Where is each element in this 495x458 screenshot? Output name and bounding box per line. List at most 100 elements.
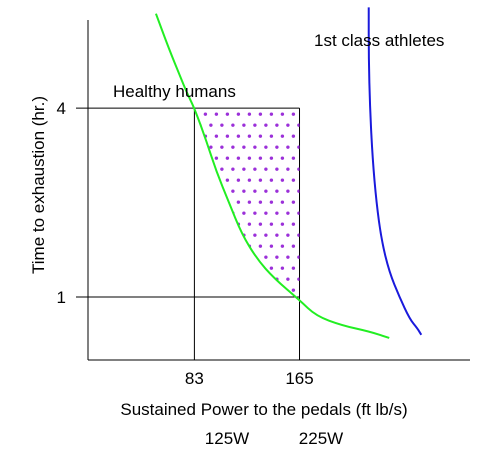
shading-dot: [280, 244, 285, 248]
shading-dot: [280, 112, 285, 116]
shading-dot: [203, 288, 208, 292]
shading-dot: [220, 145, 224, 149]
shading-dot: [253, 233, 257, 237]
series-line-0: [155, 13, 390, 339]
shading-dot: [209, 189, 213, 193]
shading-dot: [225, 156, 230, 160]
shading-dot: [280, 134, 285, 138]
shading-dot: [297, 123, 300, 127]
shading-dot: [220, 233, 224, 237]
axes: [87, 20, 470, 361]
shading-dot: [286, 233, 290, 237]
shading-dot: [242, 189, 246, 193]
shading-dot: [236, 266, 241, 270]
shading-dot: [198, 277, 202, 281]
shading-dot: [291, 244, 296, 248]
tick-labels: 83 165 1 4: [57, 99, 314, 388]
shading-dot: [264, 167, 268, 171]
shading-dot: [291, 134, 296, 138]
secondary-x-label-125w: 125W: [205, 429, 249, 448]
shading-dot: [247, 266, 252, 270]
shading-dot: [225, 222, 230, 226]
shading-dot: [247, 134, 252, 138]
shading-dot: [231, 167, 235, 171]
shading-dot: [286, 211, 290, 215]
shading-dot: [269, 156, 274, 160]
shading-dot: [291, 178, 296, 182]
shading-dot: [280, 288, 285, 292]
shading-dot: [203, 112, 208, 116]
shading-dot: [269, 244, 274, 248]
shading-dot: [231, 277, 235, 281]
shading-dot: [247, 156, 252, 160]
shading-dot: [286, 277, 290, 281]
shading-dot: [280, 200, 285, 204]
shading-dot: [297, 277, 300, 281]
shading-dot: [275, 123, 279, 127]
shading-dot: [269, 288, 274, 292]
shading-dot: [209, 277, 213, 281]
shading-dot: [291, 112, 296, 116]
shaded-region: [194, 112, 300, 292]
shading-dot: [220, 277, 224, 281]
shading-dot: [214, 222, 219, 226]
shading-dot: [198, 189, 202, 193]
shading-dot: [242, 167, 246, 171]
shading-dot: [220, 123, 224, 127]
shading-dot: [258, 134, 263, 138]
shading-dot: [258, 266, 263, 270]
shading-dot: [291, 222, 296, 226]
shading-dot: [220, 211, 224, 215]
shading-dot: [269, 112, 274, 116]
shading-dot: [214, 200, 219, 204]
shading-dot: [209, 145, 213, 149]
shading-dot: [214, 288, 219, 292]
shading-dot: [253, 189, 257, 193]
shading-dot: [242, 123, 246, 127]
shading-dot: [253, 277, 257, 281]
shading-dot: [242, 211, 246, 215]
shading-dot: [220, 167, 224, 171]
shading-dot: [236, 156, 241, 160]
shading-dot: [291, 156, 296, 160]
shading-dot: [231, 189, 235, 193]
shading-dot: [280, 266, 285, 270]
shading-dot: [264, 189, 268, 193]
shading-dot: [247, 178, 252, 182]
shading-dot: [275, 211, 279, 215]
shading-dot: [275, 233, 279, 237]
shading-dot: [286, 189, 290, 193]
x-tick-label-165: 165: [285, 369, 313, 388]
shading-dot: [253, 167, 257, 171]
shading-dot: [203, 200, 208, 204]
shading-dot: [225, 266, 230, 270]
x-axis-label: Sustained Power to the pedals (ft lb/s): [120, 400, 407, 419]
shading-dot: [291, 200, 296, 204]
shading-dot: [209, 255, 213, 259]
shading-dot: [231, 145, 235, 149]
shading-dot: [203, 178, 208, 182]
shading-dot: [269, 222, 274, 226]
shading-dot: [214, 112, 219, 116]
shading-dot: [264, 145, 268, 149]
shading-dot: [258, 222, 263, 226]
shading-dot: [242, 145, 246, 149]
shading-dot: [214, 266, 219, 270]
shading-dot: [258, 178, 263, 182]
shading-dot: [264, 277, 268, 281]
shading-dot: [236, 112, 241, 116]
shading-dot: [275, 167, 279, 171]
shading-dot: [264, 233, 268, 237]
shading-dot: [247, 112, 252, 116]
shading-dot: [286, 123, 290, 127]
shading-dot: [225, 288, 230, 292]
shading-dot: [203, 244, 208, 248]
shading-dot: [214, 156, 219, 160]
shading-dot: [291, 266, 296, 270]
shading-dot: [258, 288, 263, 292]
shading-dot: [247, 200, 252, 204]
shading-dot: [225, 178, 230, 182]
shading-dot: [236, 134, 241, 138]
shading-dot: [280, 178, 285, 182]
shading-dot: [286, 145, 290, 149]
